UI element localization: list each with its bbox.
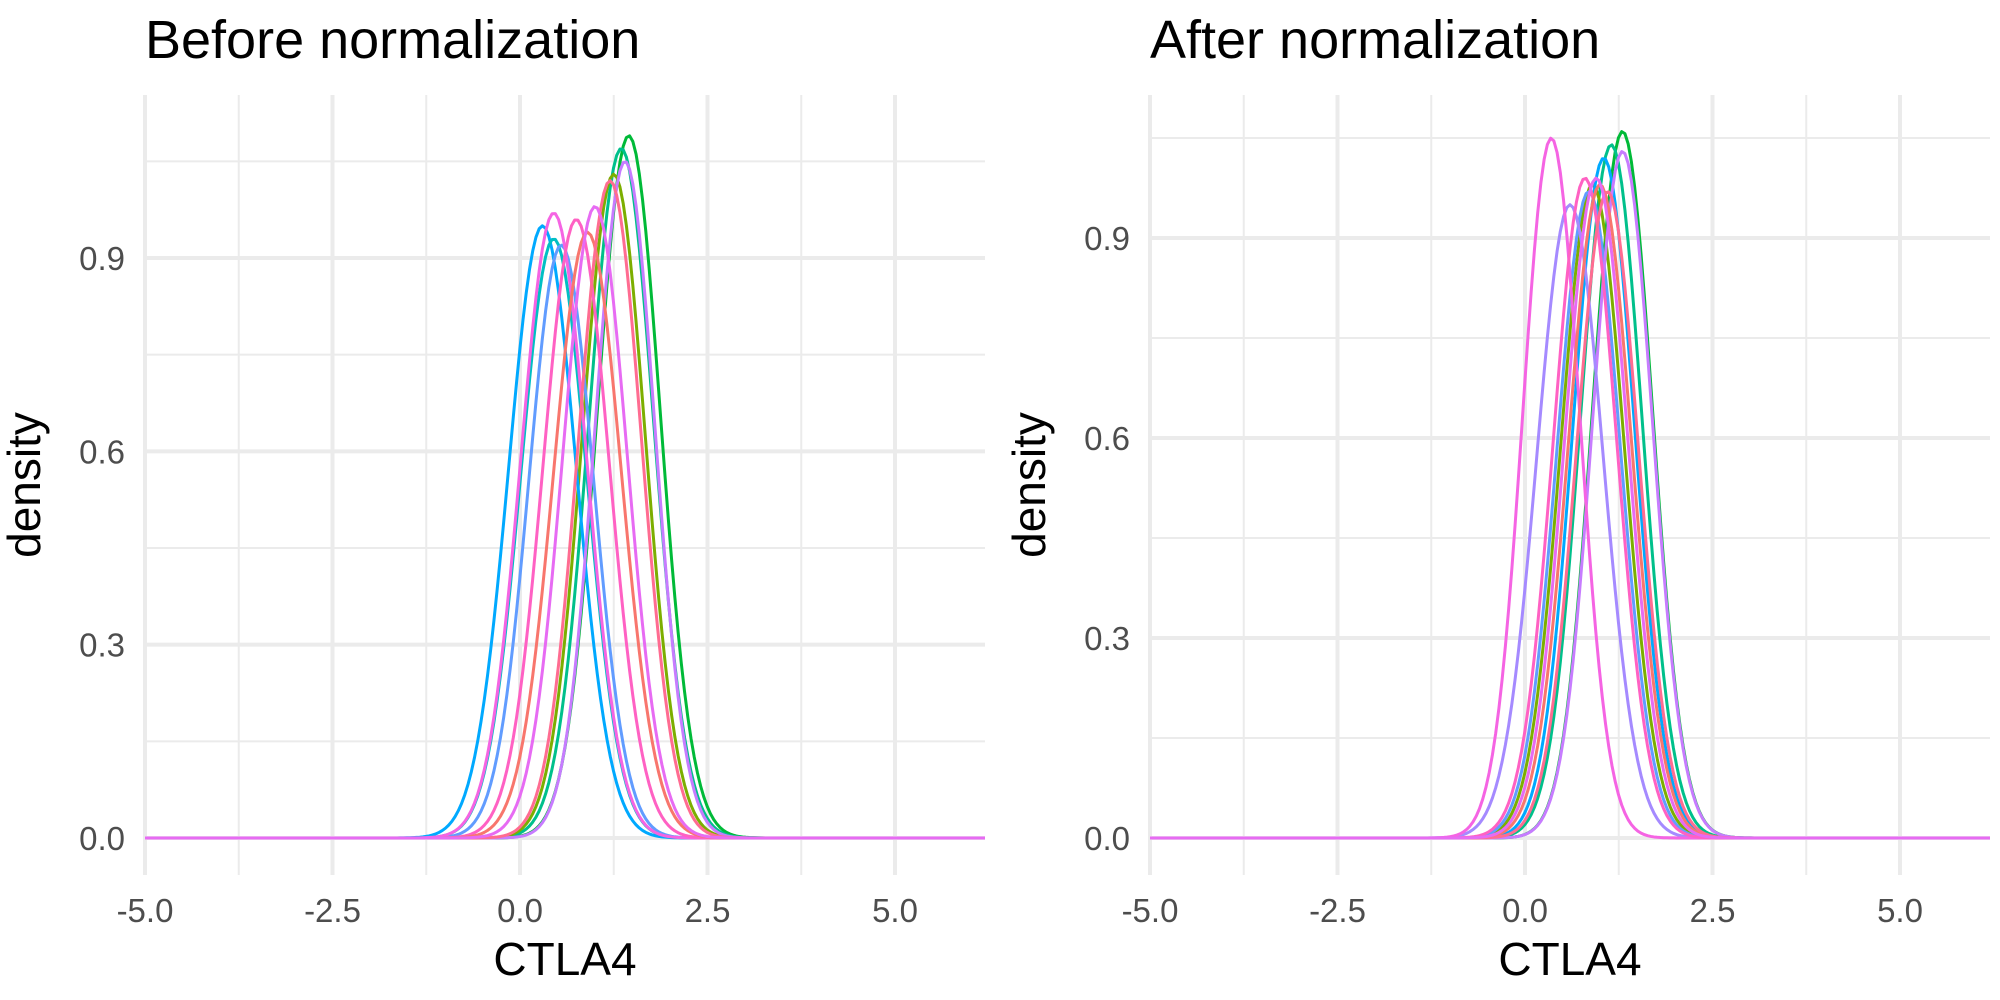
density-panel-2: After normalization 0.0 0.3 0.6 0.9 -5.0 -2.5 0…	[1003, 10, 1990, 985]
x-axis-title: CTLA4	[1498, 933, 1641, 985]
x-tick-label: -5.0	[1122, 892, 1179, 929]
density-curves	[145, 134, 985, 840]
x-tick-label: 5.0	[1877, 892, 1923, 929]
x-tick-label: 2.5	[685, 892, 731, 929]
y-tick-label: 0.6	[1084, 420, 1130, 457]
panel-title: Before normalization	[145, 10, 640, 70]
density-curve-12	[145, 205, 985, 840]
y-tick-label: 0.3	[79, 627, 125, 664]
density-curves	[1150, 130, 1990, 840]
x-tick-label: 0.0	[1502, 892, 1548, 929]
x-axis-title: CTLA4	[493, 933, 636, 985]
y-tick-label: 0.9	[1084, 220, 1130, 257]
density-curve-12	[1150, 176, 1990, 840]
x-tick-label: -5.0	[117, 892, 174, 929]
y-tick-label: 0.0	[79, 820, 125, 857]
y-tick-label: 0.3	[1084, 620, 1130, 657]
x-tick-label: 5.0	[872, 892, 918, 929]
y-axis-title: density	[0, 412, 50, 558]
x-tick-label: 2.5	[1690, 892, 1736, 929]
panel-title: After normalization	[1150, 10, 1600, 70]
y-axis-title: density	[1003, 412, 1055, 558]
density-panel-1: Before normalization 0.0 0.3 0.6 0.9 -5.0 -2.5…	[0, 10, 985, 985]
x-tick-label: -2.5	[1309, 892, 1366, 929]
y-tick-label: 0.9	[79, 240, 125, 277]
x-tick-label: 0.0	[497, 892, 543, 929]
y-tick-label: 0.6	[79, 433, 125, 470]
y-tick-label: 0.0	[1084, 820, 1130, 857]
x-tick-label: -2.5	[304, 892, 361, 929]
